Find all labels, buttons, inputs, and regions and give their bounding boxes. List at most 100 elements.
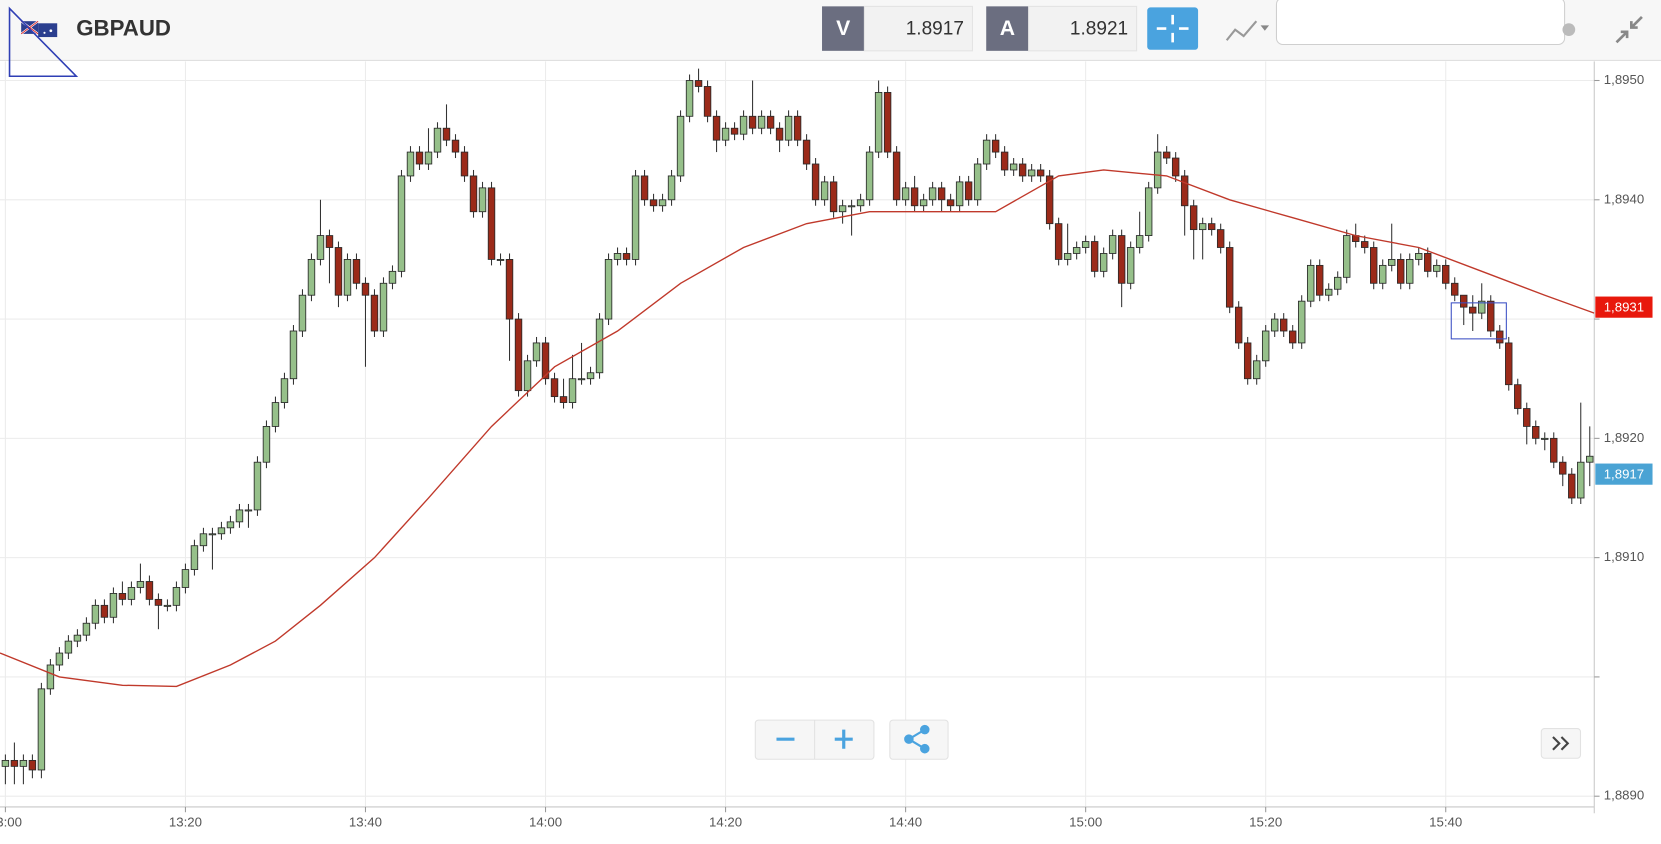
x-tick-label: 13:40: [349, 814, 382, 829]
ask-label: A: [1000, 17, 1015, 40]
candle-body: [1162, 151, 1171, 159]
candle-body: [1225, 247, 1234, 308]
candle-body: [1324, 288, 1333, 296]
candle-body: [1577, 461, 1585, 499]
candle-body: [1153, 151, 1162, 189]
candle-body: [469, 175, 478, 213]
share-button[interactable]: [889, 719, 949, 760]
candle-body: [1063, 253, 1072, 260]
candle-body: [676, 115, 685, 177]
candle-body: [199, 533, 208, 547]
candle-body: [343, 259, 352, 296]
candle-body: [190, 545, 199, 570]
candle-body: [1568, 473, 1576, 499]
x-tick-label: 13:00: [0, 814, 22, 829]
candle-body: [226, 521, 235, 529]
candle-body: [712, 115, 721, 141]
candle-body: [1460, 294, 1468, 308]
candle-body: [298, 294, 307, 332]
candle-body: [811, 163, 820, 201]
candle-body: [361, 282, 370, 296]
candle-body: [136, 581, 145, 588]
candle-body: [127, 587, 136, 600]
candle-body: [856, 199, 865, 207]
candle-body: [838, 205, 847, 213]
candle-body: [1144, 187, 1153, 236]
series: [0, 68, 1595, 785]
crosshair-button[interactable]: [1147, 7, 1199, 50]
candle-body: [829, 181, 838, 213]
candle-body: [658, 199, 667, 207]
settings-icon[interactable]: [1562, 23, 1576, 37]
crosshair-icon: [1156, 14, 1189, 43]
candle-body: [1018, 163, 1027, 177]
plot-area: 1,8890 1,8910 1,8920 1,8940 1,8950 13:00 13:20…: [0, 61, 1653, 829]
price-label-box: [1595, 296, 1653, 318]
candle-body: [91, 604, 100, 624]
candle-body: [334, 247, 343, 296]
candle-body: [604, 259, 613, 320]
candle-body: [1009, 163, 1018, 171]
candle-body: [766, 115, 775, 129]
candle-body: [397, 175, 406, 272]
candle-body: [721, 127, 730, 141]
candle-body: [325, 235, 334, 248]
candle-body: [496, 259, 505, 261]
candle-body: [1541, 437, 1549, 440]
candle-body: [1117, 235, 1126, 284]
candle-body: [460, 151, 469, 177]
candle-body: [82, 622, 91, 636]
candle-body: [1523, 408, 1531, 427]
candle-body: [1099, 253, 1108, 272]
candle-body: [1234, 306, 1243, 344]
candle-body: [928, 187, 937, 201]
candle-body: [532, 342, 541, 362]
ask-button[interactable]: [986, 6, 1029, 51]
candle-body: [253, 461, 262, 511]
x-tick-label: 14:20: [709, 814, 742, 829]
candle-body: [1514, 384, 1522, 409]
candle-body: [1036, 169, 1045, 177]
candle-body: [1261, 330, 1270, 362]
zoom-in[interactable]: [834, 729, 853, 749]
chart-type-icon[interactable]: [1225, 20, 1258, 41]
candle-body: [55, 652, 64, 666]
candle-body: [1586, 455, 1594, 463]
candle-body: [667, 175, 676, 201]
candle-body: [109, 592, 118, 618]
candle-body: [1496, 330, 1504, 344]
price-label-box: [1595, 463, 1653, 485]
candle-body: [901, 187, 910, 201]
ask-box: [1028, 5, 1138, 52]
candle-body: [739, 115, 748, 135]
bid-box: [863, 5, 973, 52]
candle-body: [757, 115, 766, 129]
candle-body: [973, 163, 982, 201]
candle-body: [307, 259, 316, 296]
candle-body: [1180, 175, 1189, 207]
candle-body: [433, 127, 442, 153]
candle-body: [1297, 300, 1306, 344]
candle-body: [694, 80, 703, 87]
candle-body: [172, 587, 181, 606]
candle-body: [685, 80, 694, 117]
candle-body: [478, 187, 487, 213]
candle-body: [577, 378, 586, 381]
candle-body: [1342, 235, 1351, 278]
scroll-end-button[interactable]: [1540, 728, 1582, 759]
candle-body: [118, 592, 127, 600]
candle-body: [352, 259, 361, 284]
candle-body: [1397, 259, 1405, 284]
collapse-icon[interactable]: [1615, 16, 1643, 44]
candle-body: [1090, 241, 1099, 272]
candle-body: [892, 151, 901, 201]
candle-body: [1054, 223, 1063, 260]
drawing-tool-triangle: [8, 6, 79, 78]
candle-body: [1288, 330, 1297, 344]
y-tick-label: 1,8940: [1604, 191, 1644, 206]
candle-body: [523, 360, 532, 392]
bid-button[interactable]: [822, 6, 865, 51]
y-tick-label: 1,8890: [1604, 788, 1644, 803]
dropdown-panel: [1275, 0, 1566, 46]
